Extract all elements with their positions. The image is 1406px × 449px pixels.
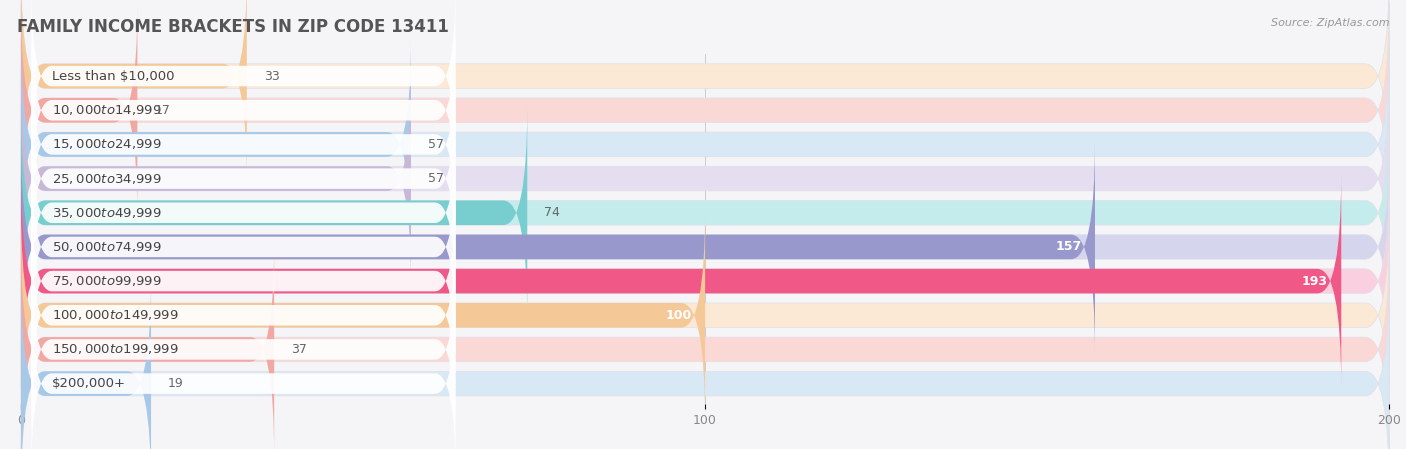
Text: $200,000+: $200,000+ (52, 377, 127, 390)
Text: $150,000 to $199,999: $150,000 to $199,999 (52, 343, 179, 357)
Text: Source: ZipAtlas.com: Source: ZipAtlas.com (1271, 18, 1389, 28)
FancyBboxPatch shape (21, 140, 1389, 354)
FancyBboxPatch shape (21, 71, 411, 286)
Text: $75,000 to $99,999: $75,000 to $99,999 (52, 274, 162, 288)
FancyBboxPatch shape (21, 276, 1389, 449)
FancyBboxPatch shape (31, 0, 456, 168)
FancyBboxPatch shape (21, 37, 1389, 252)
Text: 193: 193 (1302, 275, 1327, 288)
FancyBboxPatch shape (21, 3, 138, 218)
Text: 57: 57 (427, 172, 444, 185)
Text: $10,000 to $14,999: $10,000 to $14,999 (52, 103, 162, 117)
FancyBboxPatch shape (21, 3, 1389, 218)
FancyBboxPatch shape (31, 189, 456, 374)
FancyBboxPatch shape (21, 208, 1389, 423)
Text: $100,000 to $149,999: $100,000 to $149,999 (52, 308, 179, 322)
Text: $50,000 to $74,999: $50,000 to $74,999 (52, 240, 162, 254)
Text: 33: 33 (264, 70, 280, 83)
Text: FAMILY INCOME BRACKETS IN ZIP CODE 13411: FAMILY INCOME BRACKETS IN ZIP CODE 13411 (17, 18, 449, 36)
FancyBboxPatch shape (21, 106, 527, 320)
Text: $35,000 to $49,999: $35,000 to $49,999 (52, 206, 162, 220)
Text: $25,000 to $34,999: $25,000 to $34,999 (52, 172, 162, 185)
Text: 157: 157 (1054, 240, 1081, 253)
Text: 37: 37 (291, 343, 307, 356)
Text: 57: 57 (427, 138, 444, 151)
Text: 19: 19 (169, 377, 184, 390)
FancyBboxPatch shape (21, 174, 1341, 388)
FancyBboxPatch shape (21, 140, 1095, 354)
Text: 74: 74 (544, 206, 560, 219)
FancyBboxPatch shape (21, 276, 150, 449)
FancyBboxPatch shape (31, 291, 456, 449)
Text: Less than $10,000: Less than $10,000 (52, 70, 174, 83)
FancyBboxPatch shape (31, 257, 456, 442)
FancyBboxPatch shape (21, 37, 411, 252)
FancyBboxPatch shape (31, 86, 456, 271)
Text: 17: 17 (155, 104, 170, 117)
FancyBboxPatch shape (31, 223, 456, 408)
FancyBboxPatch shape (31, 18, 456, 202)
FancyBboxPatch shape (21, 106, 1389, 320)
FancyBboxPatch shape (21, 0, 1389, 183)
Text: $15,000 to $24,999: $15,000 to $24,999 (52, 137, 162, 151)
FancyBboxPatch shape (21, 0, 247, 183)
FancyBboxPatch shape (21, 71, 1389, 286)
FancyBboxPatch shape (21, 242, 1389, 449)
FancyBboxPatch shape (31, 52, 456, 237)
FancyBboxPatch shape (21, 174, 1389, 388)
Text: 100: 100 (665, 309, 692, 322)
FancyBboxPatch shape (31, 154, 456, 339)
FancyBboxPatch shape (21, 208, 706, 423)
FancyBboxPatch shape (21, 242, 274, 449)
FancyBboxPatch shape (31, 120, 456, 305)
